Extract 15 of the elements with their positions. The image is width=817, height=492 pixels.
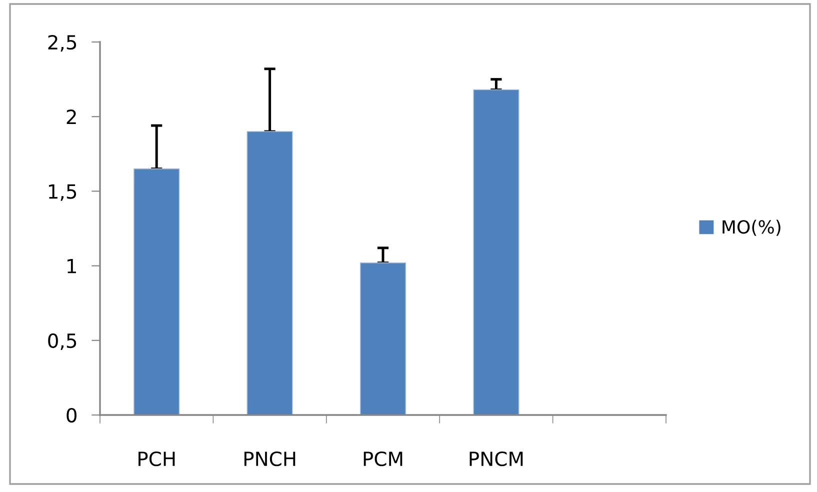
bar	[246, 131, 293, 415]
bar	[360, 262, 406, 415]
x-tick-label: PCM	[364, 451, 402, 466]
y-tick-label: 1,5	[48, 184, 76, 201]
y-tick-label: 2	[66, 110, 76, 124]
x-tick-label: PNCM	[470, 451, 523, 466]
y-tick-label: 0,5	[48, 333, 76, 350]
y-tick-label: 2,5	[48, 34, 76, 52]
legend-label: MO(%)	[722, 220, 780, 236]
bar	[473, 89, 520, 415]
y-tick-label: 1	[68, 259, 76, 274]
x-tick-label: PCH	[138, 451, 175, 466]
x-tick-label: PNCH	[244, 451, 296, 466]
y-tick-label: 0	[66, 408, 76, 423]
bar	[134, 168, 180, 415]
